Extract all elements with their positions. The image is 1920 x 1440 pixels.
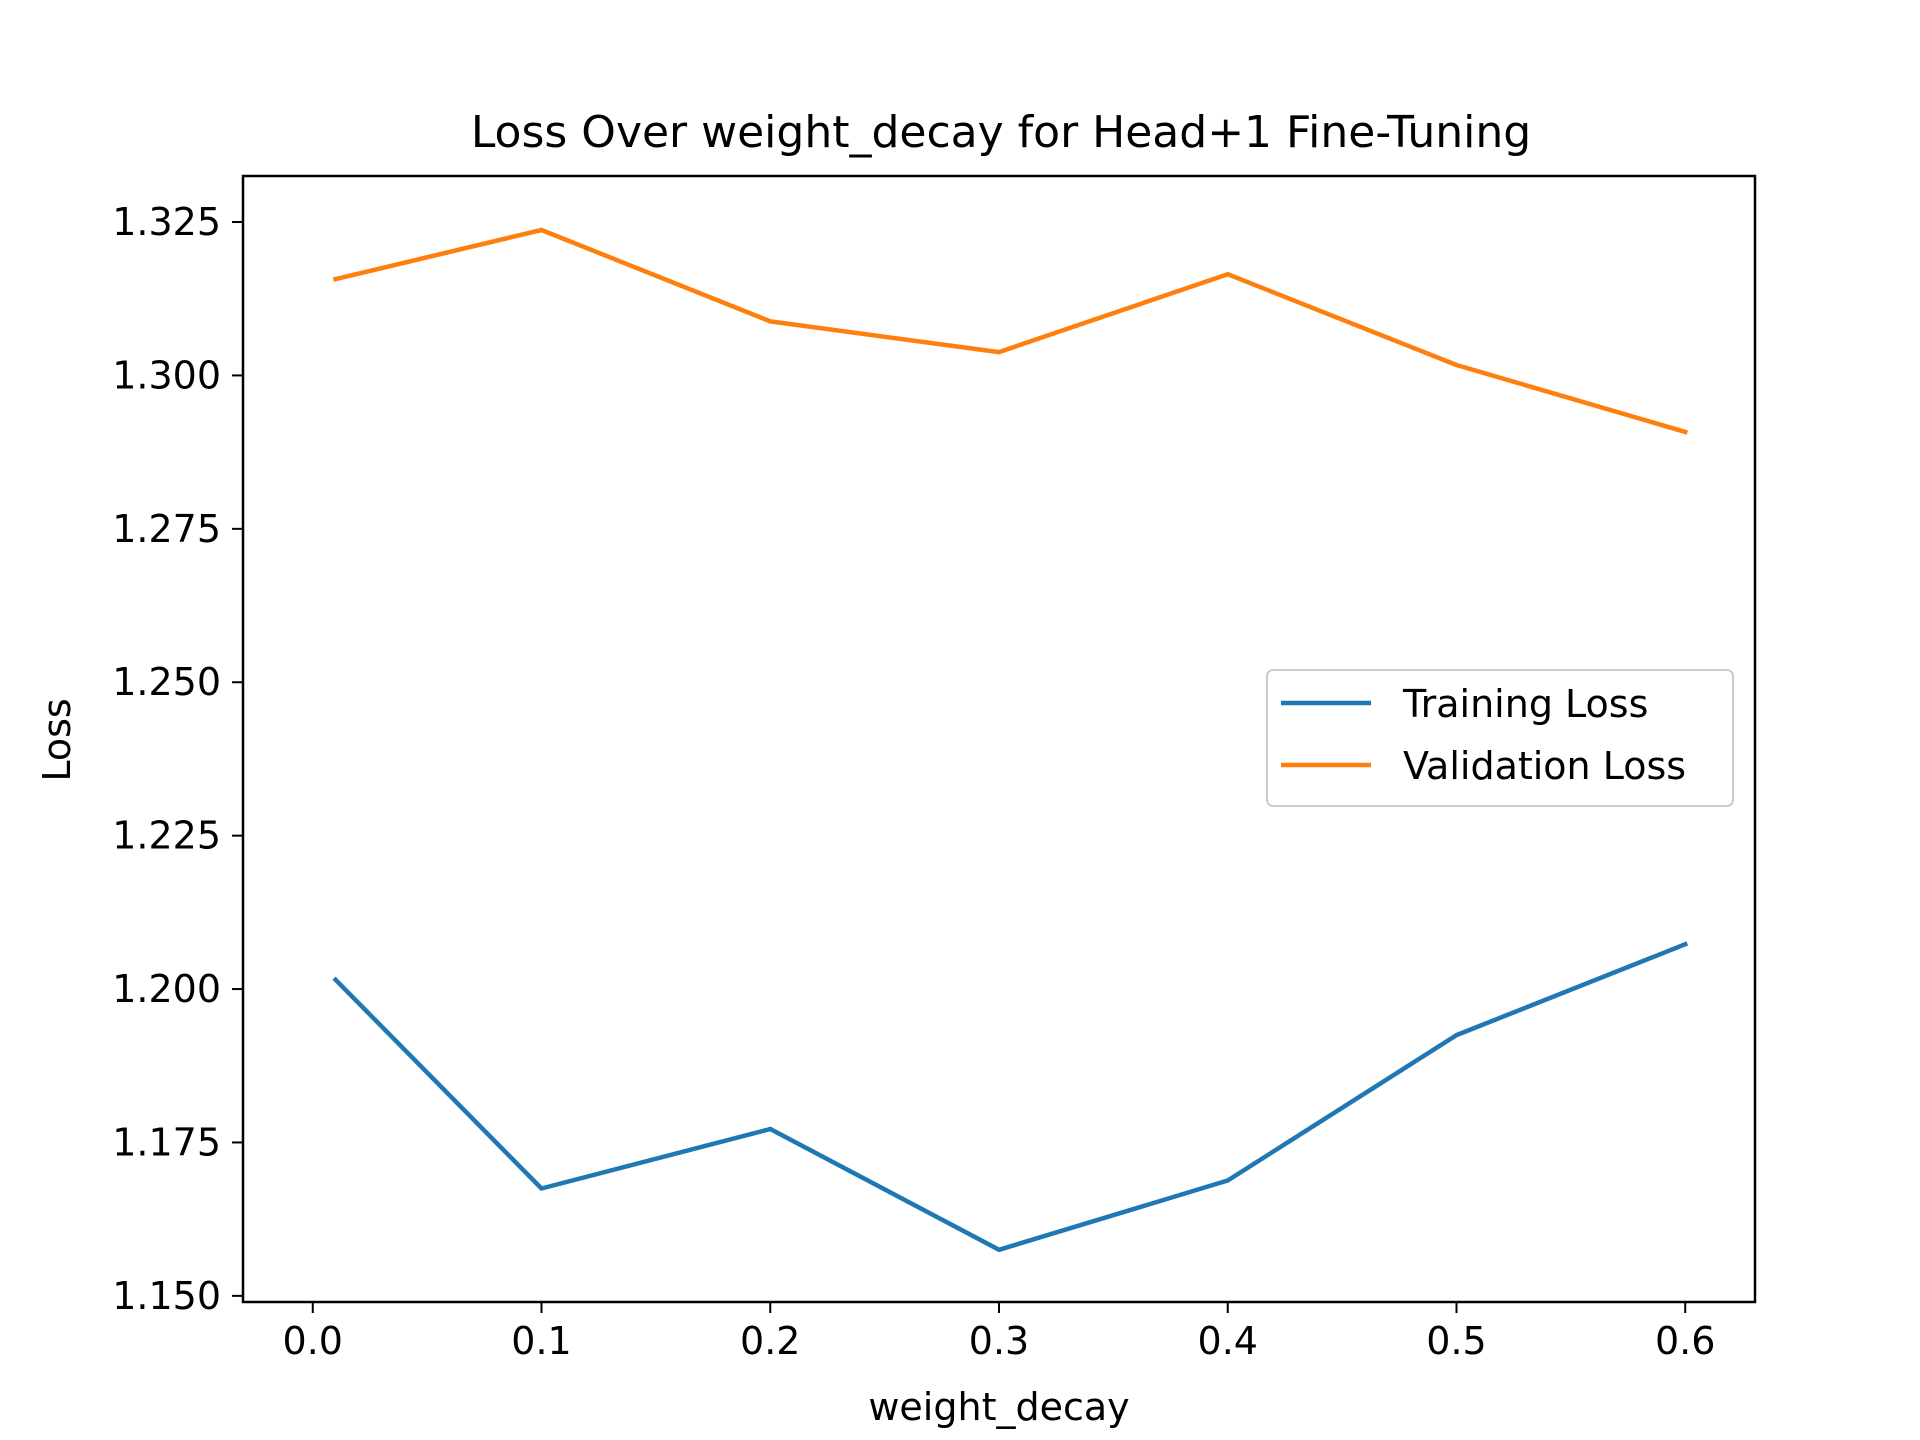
data-point-training-loss xyxy=(996,1247,1002,1253)
y-tick-label: 1.275 xyxy=(112,507,221,551)
data-point-validation-loss xyxy=(333,276,338,282)
data-point-training-loss xyxy=(1225,1178,1230,1183)
y-tick-label: 1.325 xyxy=(112,200,221,244)
x-tick-label: 0.4 xyxy=(1198,1319,1258,1363)
y-tick-label: 1.200 xyxy=(112,967,221,1011)
chart-title: Loss Over weight_decay for Head+1 Fine-T… xyxy=(471,107,1531,158)
x-axis-ticks: 0.0 0.1 0.2 0.3 0.4 0.5 0.6 xyxy=(283,1302,1715,1363)
x-axis-label: weight_decay xyxy=(868,1385,1129,1429)
series-lines xyxy=(332,227,1689,1253)
x-tick-label: 0.6 xyxy=(1655,1319,1715,1363)
data-point-validation-loss xyxy=(1454,362,1459,368)
data-point-validation-loss xyxy=(1225,271,1230,277)
data-point-training-loss xyxy=(1454,1032,1459,1038)
y-tick-label: 1.150 xyxy=(112,1274,221,1318)
x-tick-label: 0.2 xyxy=(740,1319,800,1363)
data-point-validation-loss xyxy=(768,319,773,324)
data-point-validation-loss xyxy=(996,349,1002,355)
data-point-training-loss xyxy=(768,1126,773,1132)
x-tick-label: 0.3 xyxy=(969,1319,1029,1363)
y-tick-label: 1.300 xyxy=(112,353,221,397)
x-tick-label: 0.0 xyxy=(283,1319,343,1363)
y-axis-ticks: 1.150 1.175 1.200 1.225 1.250 1.275 1.300 1.325 xyxy=(112,200,243,1318)
y-tick-label: 1.250 xyxy=(112,660,221,704)
data-point-validation-loss xyxy=(1683,429,1688,435)
legend: Training Loss Validation Loss xyxy=(1266,669,1734,807)
data-point-training-loss xyxy=(333,977,338,983)
data-point-training-loss xyxy=(539,1186,544,1191)
legend-label-validation-loss: Validation Loss xyxy=(1403,744,1686,788)
x-tick-label: 0.1 xyxy=(511,1319,571,1363)
data-point-training-loss xyxy=(1683,942,1688,947)
legend-label-training-loss: Training Loss xyxy=(1402,682,1648,726)
x-tick-label: 0.5 xyxy=(1426,1319,1486,1363)
y-tick-label: 1.175 xyxy=(112,1120,221,1164)
y-axis-label: Loss xyxy=(35,698,79,781)
legend-box xyxy=(1266,669,1734,807)
data-point-validation-loss xyxy=(539,227,544,233)
y-tick-label: 1.225 xyxy=(112,814,221,858)
